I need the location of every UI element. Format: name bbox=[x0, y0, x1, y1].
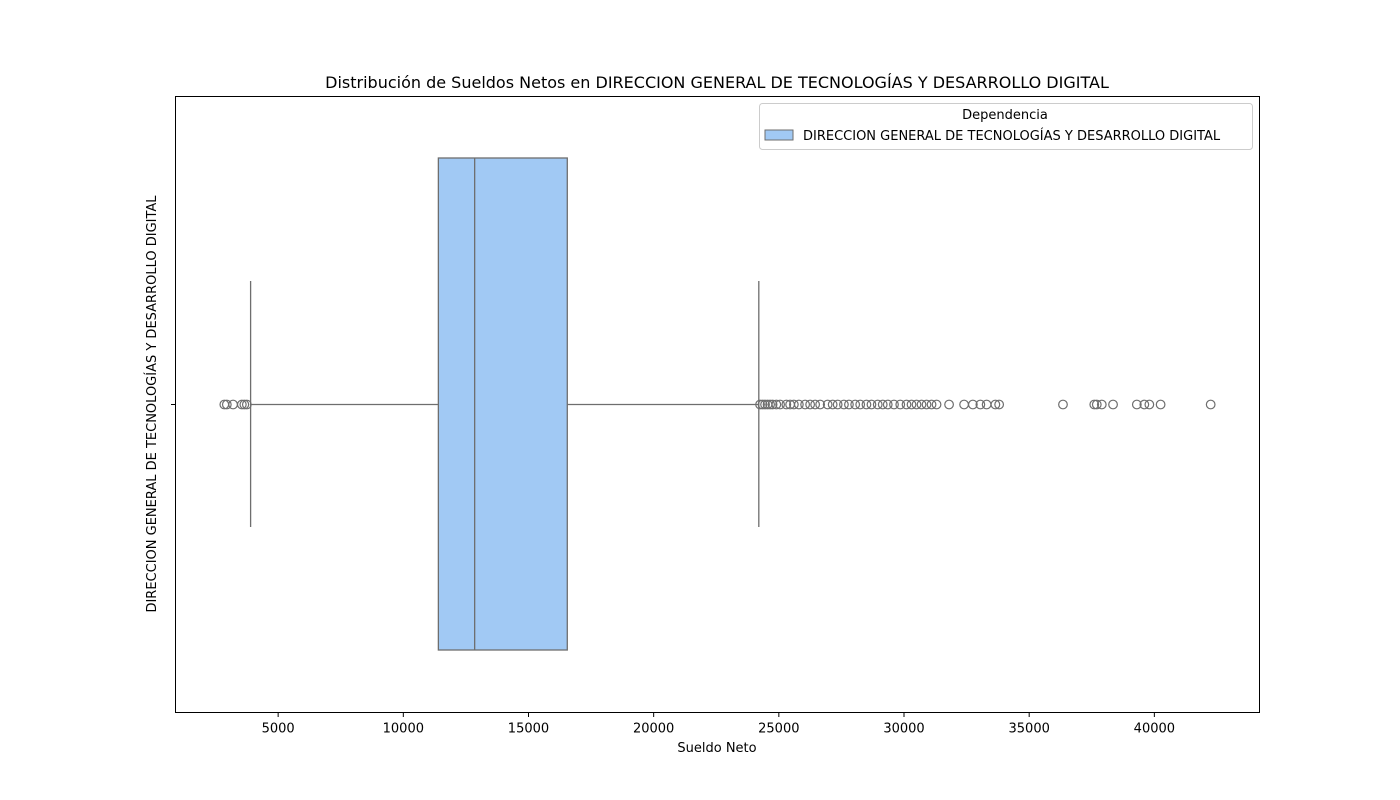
legend: Dependencia DIRECCION GENERAL DE TECNOLO… bbox=[759, 103, 1253, 150]
outlier-point bbox=[805, 399, 816, 410]
outlier-point bbox=[757, 399, 768, 410]
outlier-point bbox=[239, 399, 250, 410]
outlier-point bbox=[866, 399, 877, 410]
outlier-point bbox=[877, 399, 888, 410]
outlier-point bbox=[228, 399, 238, 410]
outlier-point bbox=[771, 399, 782, 410]
outlier-point bbox=[959, 399, 969, 410]
outlier-point bbox=[921, 399, 932, 410]
outlier-point bbox=[1058, 399, 1068, 410]
legend-frame bbox=[759, 103, 1253, 150]
outlier-point bbox=[236, 399, 247, 410]
outlier-point bbox=[967, 399, 978, 410]
outlier-point bbox=[844, 399, 854, 410]
outlier-point bbox=[827, 399, 838, 410]
outlier-point bbox=[760, 399, 770, 410]
outlier-point bbox=[901, 399, 912, 410]
legend-entry-label: DIRECCION GENERAL DE TECNOLOGÍAS Y DESAR… bbox=[803, 128, 1221, 144]
outlier-point bbox=[800, 399, 811, 410]
x-tick-label: 5000 bbox=[262, 722, 295, 737]
outlier-point bbox=[1089, 399, 1100, 410]
outlier-point bbox=[1096, 399, 1107, 410]
outlier-point bbox=[1155, 399, 1166, 410]
x-tick-label: 35000 bbox=[1009, 722, 1050, 737]
outlier-point bbox=[994, 399, 1005, 410]
legend-title: Dependencia bbox=[962, 108, 1048, 123]
outlier-point bbox=[221, 399, 232, 410]
outlier-point bbox=[895, 399, 906, 410]
outlier-point bbox=[990, 399, 1001, 410]
outlier-point bbox=[861, 399, 872, 410]
outlier-point bbox=[889, 399, 899, 410]
outlier-point bbox=[839, 399, 849, 410]
outlier-point bbox=[793, 399, 804, 410]
outlier-point bbox=[765, 399, 775, 410]
outlier-point bbox=[1144, 399, 1155, 410]
outlier-point bbox=[911, 399, 922, 410]
outlier-point bbox=[1139, 399, 1150, 410]
outlier-point bbox=[931, 399, 942, 410]
x-axis: 5000 10000 15000 20000 25000 30000 35000 40000 bbox=[262, 712, 1175, 737]
outlier-point bbox=[872, 399, 883, 410]
iqr-box bbox=[437, 157, 568, 651]
outlier-point bbox=[855, 399, 866, 410]
outlier-point bbox=[832, 399, 843, 410]
x-tick-label: 10000 bbox=[383, 722, 424, 737]
x-tick-label: 30000 bbox=[883, 722, 924, 737]
outlier-point bbox=[944, 399, 954, 410]
legend-swatch bbox=[764, 129, 794, 141]
outlier-point bbox=[1131, 399, 1142, 410]
outlier-point bbox=[775, 399, 785, 410]
x-tick-label: 15000 bbox=[508, 722, 549, 737]
outlier-point bbox=[981, 399, 992, 410]
outlier-point bbox=[755, 399, 765, 410]
outlier-point bbox=[850, 399, 861, 410]
outlier-point bbox=[767, 399, 778, 410]
outlier-point bbox=[975, 399, 986, 410]
outlier-point bbox=[810, 399, 821, 410]
outlier-point bbox=[926, 399, 937, 410]
chart-marks bbox=[219, 157, 1216, 651]
outlier-point bbox=[1108, 399, 1118, 410]
x-axis-label: Sueldo Neto bbox=[677, 741, 756, 756]
outlier-point bbox=[1205, 399, 1216, 410]
outlier-point bbox=[882, 399, 893, 410]
outlier-point bbox=[822, 399, 833, 410]
chart-title: Distribución de Sueldos Netos en DIRECCI… bbox=[325, 73, 1109, 92]
y-axis-label: DIRECCION GENERAL DE TECNOLOGÍAS Y DESAR… bbox=[144, 195, 160, 613]
x-tick-label: 40000 bbox=[1134, 722, 1175, 737]
x-tick-label: 20000 bbox=[633, 722, 674, 737]
outlier-point bbox=[788, 399, 799, 410]
x-tick-label: 25000 bbox=[758, 722, 799, 737]
outlier-point bbox=[781, 399, 792, 410]
outlier-point bbox=[906, 399, 917, 410]
outlier-point bbox=[1091, 399, 1102, 410]
outlier-point bbox=[241, 399, 252, 410]
outlier-point bbox=[916, 399, 927, 410]
outlier-point bbox=[815, 399, 826, 410]
